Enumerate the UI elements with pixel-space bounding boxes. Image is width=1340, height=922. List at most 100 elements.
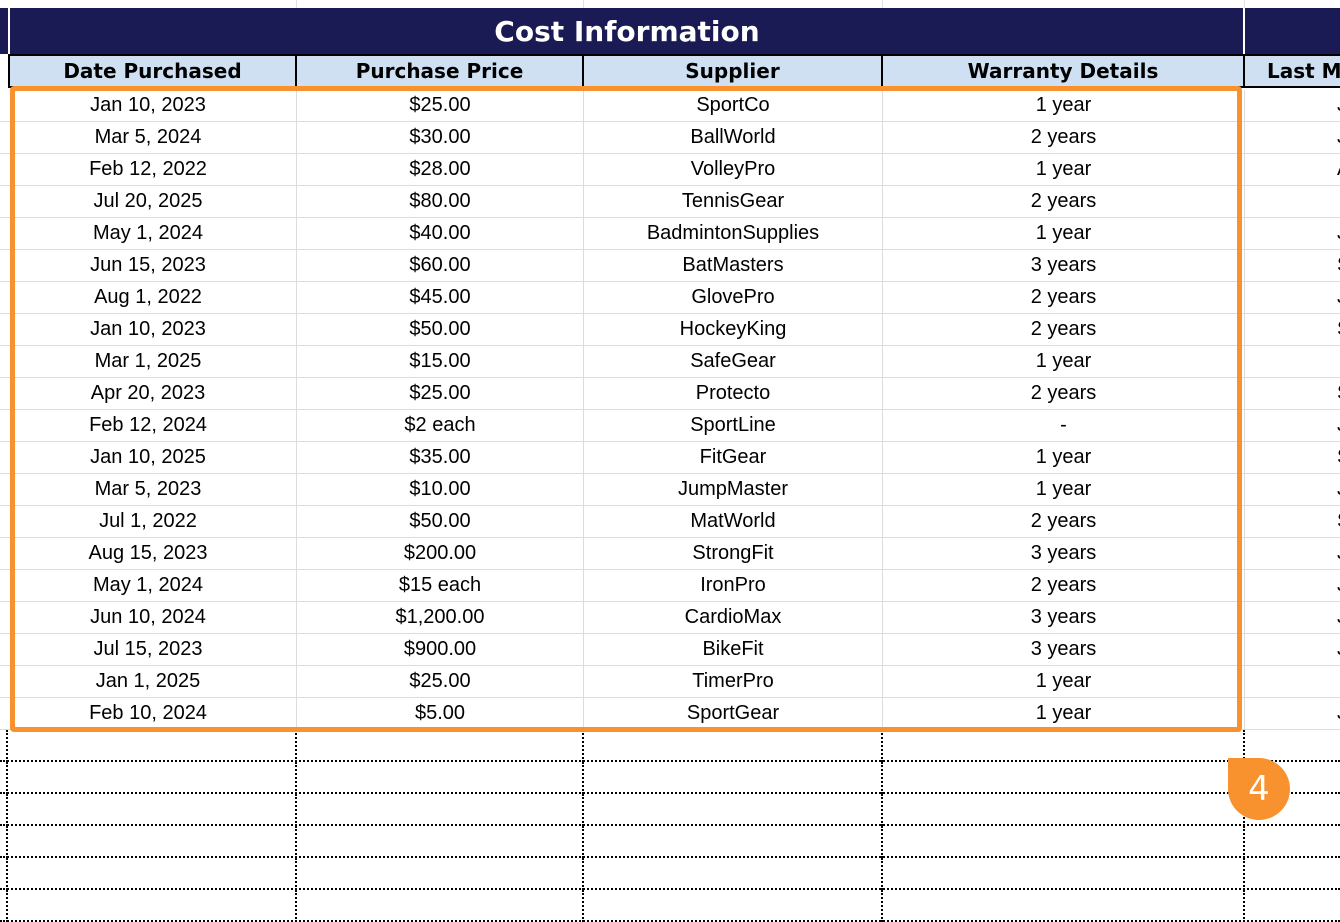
cell-last-maintenance[interactable]: J (1245, 634, 1340, 666)
cell-purchase-price[interactable]: $1,200.00 (297, 602, 584, 634)
cell-warranty-details[interactable]: 2 years (883, 314, 1245, 346)
cell-date-purchased[interactable]: Jun 15, 2023 (0, 250, 297, 282)
cell-purchase-price[interactable]: $2 each (297, 410, 584, 442)
cell-purchase-price[interactable]: $10.00 (297, 474, 584, 506)
cell-date-purchased[interactable]: Aug 15, 2023 (0, 538, 297, 570)
cell-date-purchased[interactable]: Jan 10, 2023 (0, 90, 297, 122)
table-row[interactable]: May 1, 2024 $40.00 BadmintonSupplies 1 year… (0, 218, 1340, 250)
cell-date-purchased[interactable]: Jul 15, 2023 (0, 634, 297, 666)
cell-warranty-details[interactable]: 3 years (883, 634, 1245, 666)
cell-purchase-price[interactable]: $60.00 (297, 250, 584, 282)
cell-purchase-price[interactable]: $30.00 (297, 122, 584, 154)
cell-warranty-details[interactable]: 3 years (883, 602, 1245, 634)
cell-date-purchased[interactable]: Apr 20, 2023 (0, 378, 297, 410)
cell-warranty-details[interactable]: 2 years (883, 570, 1245, 602)
cell-purchase-price[interactable]: $40.00 (297, 218, 584, 250)
cell-supplier[interactable]: HockeyKing (584, 314, 883, 346)
cell-supplier[interactable]: TimerPro (584, 666, 883, 698)
cell-supplier[interactable]: SportGear (584, 698, 883, 730)
cell-supplier[interactable]: FitGear (584, 442, 883, 474)
cell-purchase-price[interactable]: $15.00 (297, 346, 584, 378)
cell-warranty-details[interactable]: 3 years (883, 538, 1245, 570)
cell-date-purchased[interactable]: Feb 10, 2024 (0, 698, 297, 730)
empty-row[interactable] (0, 730, 1340, 762)
cell-last-maintenance[interactable] (1245, 186, 1340, 218)
cell-last-maintenance[interactable]: J (1245, 698, 1340, 730)
cell-warranty-details[interactable]: - (883, 410, 1245, 442)
cell-purchase-price[interactable]: $45.00 (297, 282, 584, 314)
cell-last-maintenance[interactable]: S (1245, 442, 1340, 474)
cell-date-purchased[interactable]: Jun 10, 2024 (0, 602, 297, 634)
cell-purchase-price[interactable]: $28.00 (297, 154, 584, 186)
cell-supplier[interactable]: BadmintonSupplies (584, 218, 883, 250)
cell-last-maintenance[interactable]: J (1245, 218, 1340, 250)
empty-row[interactable] (0, 826, 1340, 858)
column-header-warranty-details[interactable]: Warranty Details (883, 54, 1245, 88)
cell-last-maintenance[interactable]: A (1245, 154, 1340, 186)
cell-supplier[interactable]: CardioMax (584, 602, 883, 634)
cell-last-maintenance[interactable]: S (1245, 250, 1340, 282)
cell-last-maintenance[interactable]: S (1245, 378, 1340, 410)
cell-last-maintenance[interactable]: S (1245, 506, 1340, 538)
cell-date-purchased[interactable]: May 1, 2024 (0, 218, 297, 250)
table-row[interactable]: Jul 20, 2025 $80.00 TennisGear 2 years (0, 186, 1340, 218)
cell-warranty-details[interactable]: 1 year (883, 90, 1245, 122)
cell-purchase-price[interactable]: $25.00 (297, 378, 584, 410)
cell-purchase-price[interactable]: $35.00 (297, 442, 584, 474)
empty-row[interactable] (0, 858, 1340, 890)
cell-last-maintenance[interactable]: J (1245, 602, 1340, 634)
cell-supplier[interactable]: GlovePro (584, 282, 883, 314)
cell-supplier[interactable]: BikeFit (584, 634, 883, 666)
cell-supplier[interactable]: IronPro (584, 570, 883, 602)
cell-purchase-price[interactable]: $25.00 (297, 90, 584, 122)
cell-date-purchased[interactable]: Jul 20, 2025 (0, 186, 297, 218)
column-header-purchase-price[interactable]: Purchase Price (297, 54, 584, 88)
cell-supplier[interactable]: BallWorld (584, 122, 883, 154)
cell-last-maintenance[interactable]: S (1245, 314, 1340, 346)
cell-warranty-details[interactable]: 1 year (883, 666, 1245, 698)
column-header-supplier[interactable]: Supplier (584, 54, 883, 88)
cell-date-purchased[interactable]: Jan 10, 2025 (0, 442, 297, 474)
cell-purchase-price[interactable]: $5.00 (297, 698, 584, 730)
cell-supplier[interactable]: SportLine (584, 410, 883, 442)
cell-warranty-details[interactable]: 1 year (883, 698, 1245, 730)
empty-row[interactable] (0, 794, 1340, 826)
cell-last-maintenance[interactable]: J (1245, 410, 1340, 442)
cell-supplier[interactable]: SafeGear (584, 346, 883, 378)
cell-supplier[interactable]: BatMasters (584, 250, 883, 282)
cell-date-purchased[interactable]: Mar 5, 2024 (0, 122, 297, 154)
cell-date-purchased[interactable]: Feb 12, 2022 (0, 154, 297, 186)
cell-warranty-details[interactable]: 2 years (883, 378, 1245, 410)
cell-date-purchased[interactable]: Feb 12, 2024 (0, 410, 297, 442)
cell-date-purchased[interactable]: Mar 5, 2023 (0, 474, 297, 506)
section-header[interactable] (0, 8, 1340, 54)
cell-supplier[interactable]: MatWorld (584, 506, 883, 538)
cell-warranty-details[interactable]: 1 year (883, 154, 1245, 186)
column-header-date-purchased[interactable]: Date Purchased (8, 54, 297, 88)
column-header-last-maintenance[interactable]: Last M (1245, 54, 1340, 88)
cell-purchase-price[interactable]: $50.00 (297, 314, 584, 346)
cell-warranty-details[interactable]: 1 year (883, 346, 1245, 378)
cell-last-maintenance[interactable]: J (1245, 474, 1340, 506)
cell-warranty-details[interactable]: 1 year (883, 218, 1245, 250)
cell-date-purchased[interactable]: Mar 1, 2025 (0, 346, 297, 378)
cell-date-purchased[interactable]: Jul 1, 2022 (0, 506, 297, 538)
cell-purchase-price[interactable]: $200.00 (297, 538, 584, 570)
cell-warranty-details[interactable]: 2 years (883, 282, 1245, 314)
cell-supplier[interactable]: VolleyPro (584, 154, 883, 186)
cell-last-maintenance[interactable]: J (1245, 90, 1340, 122)
cell-supplier[interactable]: SportCo (584, 90, 883, 122)
cell-purchase-price[interactable]: $25.00 (297, 666, 584, 698)
